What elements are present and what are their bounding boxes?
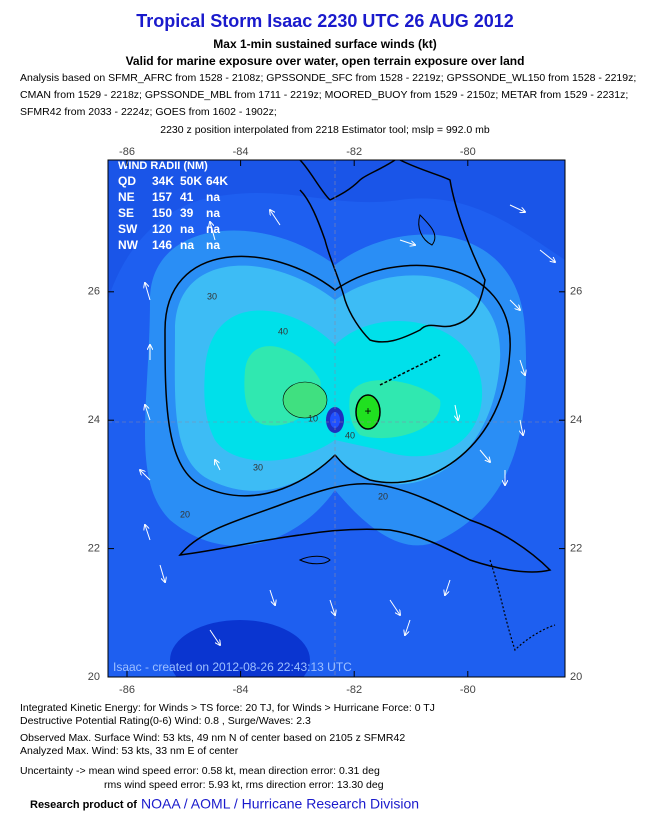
wind-radii-cell: 64K	[206, 174, 228, 188]
contour-label: 30	[253, 462, 263, 472]
contour-label: 40	[345, 430, 355, 440]
footer-line: rms wind speed error: 5.93 kt, rms direc…	[104, 779, 384, 791]
lat-label: 24	[570, 414, 582, 426]
lat-label: 26	[570, 286, 582, 298]
wind-radii-cell: 34K	[152, 174, 174, 188]
lat-label: 24	[88, 414, 100, 426]
lon-label: -86	[119, 684, 135, 696]
wind-radii-cell: 120	[152, 222, 172, 236]
footer-line: Uncertainty -> mean wind speed error: 0.…	[20, 765, 380, 777]
wind-radii-cell: 150	[152, 206, 172, 220]
wind-field: +	[108, 160, 565, 677]
wind-radii-cell: na	[206, 238, 220, 252]
lon-label: -82	[346, 684, 362, 696]
wind-radii-cell: na	[180, 238, 194, 252]
analysis: Analysis based on SFMR_AFRC from 1528 - …	[20, 72, 636, 84]
wind-radii-cell: na	[206, 222, 220, 236]
contour-label: 20	[180, 509, 190, 519]
wind-radii-cell: 50K	[180, 174, 202, 188]
wind-radii-cell: na	[180, 222, 194, 236]
wind-radii-title: WIND RADII (NM)	[118, 160, 208, 172]
footer-line: Analyzed Max. Wind: 53 kts, 33 nm E of c…	[20, 745, 239, 757]
org[interactable]: NOAA / AOML / Hurricane Research Divisio…	[141, 796, 419, 812]
lon-label: -82	[346, 146, 362, 158]
wind-radii-cell: 157	[152, 190, 172, 204]
wind-radii-cell: 146	[152, 238, 172, 252]
lon-label: -84	[233, 146, 249, 158]
map-frame	[107, 159, 566, 678]
lat-label: 22	[88, 543, 100, 555]
wind-radii-cell: NW	[118, 238, 139, 252]
wind-radii-cell: NE	[118, 190, 135, 204]
lon-label: -80	[460, 684, 476, 696]
subtitle: Max 1-min sustained surface winds (kt)	[213, 37, 436, 51]
svg-text:+: +	[364, 404, 371, 418]
analysis: SFMR42 from 2033 - 2224z; GOES from 1602…	[20, 106, 277, 118]
analysis: CMAN from 1529 - 2218z; GPSSONDE_MBL fro…	[20, 89, 628, 101]
lon-label: -86	[119, 146, 135, 158]
wind-radii-cell: SW	[118, 222, 138, 236]
footer-line: Observed Max. Surface Wind: 53 kts, 49 n…	[20, 732, 405, 744]
contour-label: 10	[308, 413, 318, 423]
wind-radii-cell: na	[206, 190, 220, 204]
exposure: Valid for marine exposure over water, op…	[126, 54, 525, 68]
wind-radii-cell: SE	[118, 206, 134, 220]
wind-radii-cell: 41	[180, 190, 194, 204]
lat-label: 20	[88, 671, 100, 683]
wind-radii-cell: na	[206, 206, 220, 220]
lon-label: -84	[233, 684, 249, 696]
lat-label: 20	[570, 671, 582, 683]
contour-label: 40	[278, 326, 288, 336]
credit: Isaac - created on 2012-08-26 22:43:13 U…	[113, 660, 352, 674]
title: Tropical Storm Isaac 2230 UTC 26 AUG 201…	[136, 11, 514, 31]
footer-line: Destructive Potential Rating(0-6) Wind: …	[20, 715, 311, 727]
contour-label: 30	[207, 291, 217, 301]
footer-line: Integrated Kinetic Energy: for Winds > T…	[20, 702, 435, 714]
contour-label: 20	[378, 491, 388, 501]
lat-label: 26	[88, 286, 100, 298]
lat-label: 22	[570, 543, 582, 555]
position: 2230 z position interpolated from 2218 E…	[160, 124, 490, 136]
wind-radii-cell: 39	[180, 206, 194, 220]
wind-radii-cell: QD	[118, 174, 136, 188]
lon-label: -80	[460, 146, 476, 158]
research: Research product of	[30, 799, 137, 811]
